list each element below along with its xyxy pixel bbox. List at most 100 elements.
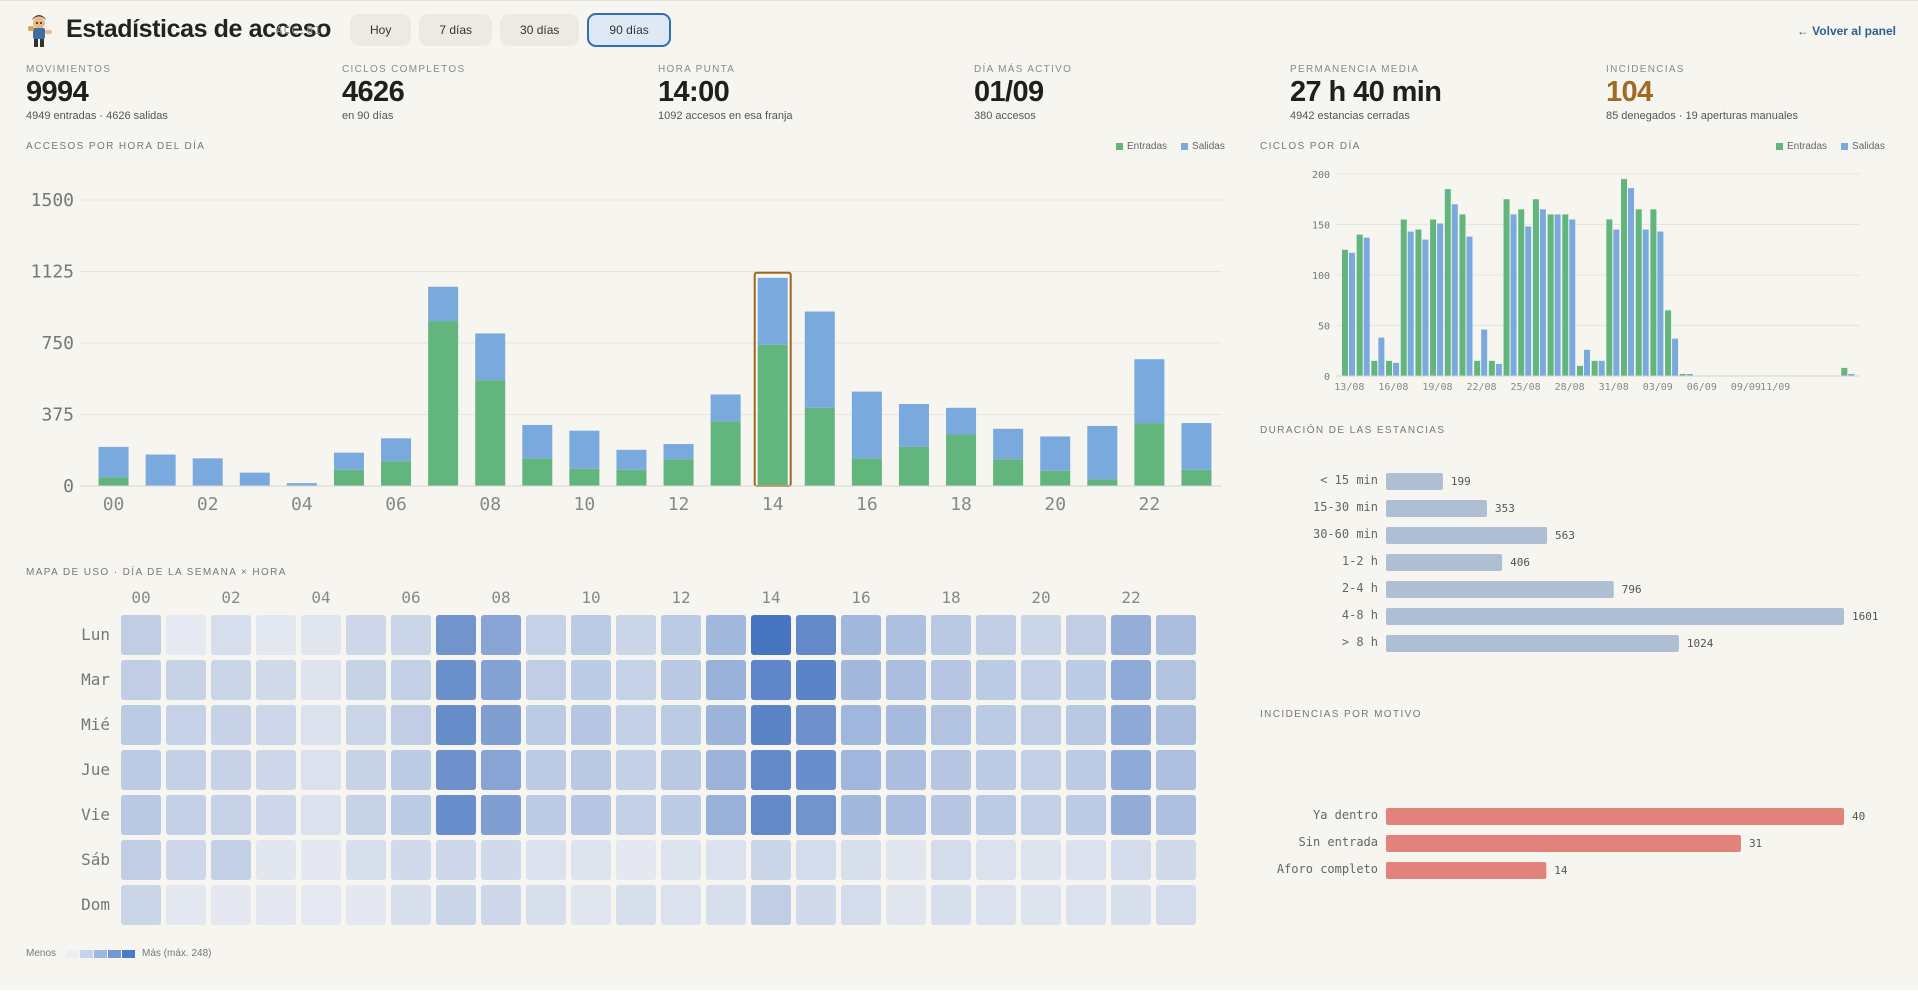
heatmap-cell[interactable] — [706, 750, 746, 790]
heatmap-cell[interactable] — [1156, 705, 1196, 745]
heatmap-cell[interactable] — [1021, 750, 1061, 790]
heatmap-cell[interactable] — [211, 705, 251, 745]
heatmap-cell[interactable] — [346, 840, 386, 880]
heatmap-cell[interactable] — [1021, 795, 1061, 835]
heatmap-cell[interactable] — [886, 795, 926, 835]
tab-90-dias[interactable]: 90 días — [587, 13, 671, 47]
heatmap-cell[interactable] — [301, 885, 341, 925]
heatmap-cell[interactable] — [1156, 660, 1196, 700]
heatmap-cell[interactable] — [256, 750, 296, 790]
heatmap-cell[interactable] — [301, 840, 341, 880]
heatmap-cell[interactable] — [1111, 660, 1151, 700]
heatmap-cell[interactable] — [301, 750, 341, 790]
heatmap-cell[interactable] — [661, 795, 701, 835]
heatmap-cell[interactable] — [346, 750, 386, 790]
heatmap-cell[interactable] — [796, 750, 836, 790]
heatmap-cell[interactable] — [391, 660, 431, 700]
heatmap-cell[interactable] — [1021, 615, 1061, 655]
heatmap-cell[interactable] — [931, 660, 971, 700]
heatmap-cell[interactable] — [346, 660, 386, 700]
heatmap-cell[interactable] — [121, 795, 161, 835]
heatmap-cell[interactable] — [706, 660, 746, 700]
heatmap-cell[interactable] — [751, 660, 791, 700]
heatmap-cell[interactable] — [436, 705, 476, 745]
heatmap-cell[interactable] — [166, 750, 206, 790]
heatmap-cell[interactable] — [1021, 885, 1061, 925]
heatmap-cell[interactable] — [346, 615, 386, 655]
heatmap-cell[interactable] — [796, 660, 836, 700]
heatmap-cell[interactable] — [166, 840, 206, 880]
heatmap-cell[interactable] — [481, 705, 521, 745]
heatmap-cell[interactable] — [616, 840, 656, 880]
heatmap-cell[interactable] — [121, 615, 161, 655]
heatmap-cell[interactable] — [481, 615, 521, 655]
heatmap-cell[interactable] — [256, 885, 296, 925]
heatmap-cell[interactable] — [436, 750, 476, 790]
heatmap-cell[interactable] — [1156, 885, 1196, 925]
heatmap-cell[interactable] — [571, 615, 611, 655]
heatmap-cell[interactable] — [436, 795, 476, 835]
heatmap-cell[interactable] — [211, 615, 251, 655]
heatmap-cell[interactable] — [1111, 705, 1151, 745]
heatmap-cell[interactable] — [1066, 750, 1106, 790]
heatmap-cell[interactable] — [976, 840, 1016, 880]
heatmap-cell[interactable] — [526, 750, 566, 790]
heatmap-cell[interactable] — [211, 750, 251, 790]
heatmap-cell[interactable] — [661, 885, 701, 925]
heatmap-cell[interactable] — [526, 705, 566, 745]
heatmap-cell[interactable] — [301, 705, 341, 745]
heatmap-cell[interactable] — [751, 705, 791, 745]
heatmap-cell[interactable] — [391, 750, 431, 790]
tab-30-dias[interactable]: 30 días — [500, 14, 580, 46]
heatmap-cell[interactable] — [121, 660, 161, 700]
heatmap-cell[interactable] — [571, 840, 611, 880]
heatmap-cell[interactable] — [256, 795, 296, 835]
heatmap-cell[interactable] — [121, 705, 161, 745]
heatmap-cell[interactable] — [976, 885, 1016, 925]
heatmap-cell[interactable] — [346, 885, 386, 925]
heatmap-cell[interactable] — [886, 840, 926, 880]
heatmap-cell[interactable] — [211, 885, 251, 925]
heatmap-cell[interactable] — [931, 615, 971, 655]
heatmap-cell[interactable] — [841, 615, 881, 655]
heatmap-cell[interactable] — [1111, 750, 1151, 790]
heatmap-cell[interactable] — [616, 885, 656, 925]
heatmap-cell[interactable] — [976, 615, 1016, 655]
heatmap-cell[interactable] — [301, 795, 341, 835]
heatmap-cell[interactable] — [256, 840, 296, 880]
heatmap-cell[interactable] — [346, 705, 386, 745]
heatmap-cell[interactable] — [1066, 705, 1106, 745]
heatmap-cell[interactable] — [976, 795, 1016, 835]
heatmap-cell[interactable] — [166, 660, 206, 700]
heatmap-cell[interactable] — [436, 660, 476, 700]
heatmap-cell[interactable] — [391, 885, 431, 925]
heatmap-cell[interactable] — [931, 885, 971, 925]
heatmap-cell[interactable] — [1066, 615, 1106, 655]
heatmap-cell[interactable] — [391, 705, 431, 745]
heatmap-cell[interactable] — [481, 885, 521, 925]
heatmap-cell[interactable] — [481, 750, 521, 790]
heatmap-cell[interactable] — [526, 885, 566, 925]
heatmap-cell[interactable] — [931, 705, 971, 745]
heatmap-cell[interactable] — [616, 705, 656, 745]
heatmap-cell[interactable] — [661, 705, 701, 745]
heatmap-cell[interactable] — [256, 660, 296, 700]
heatmap-cell[interactable] — [931, 750, 971, 790]
heatmap-cell[interactable] — [661, 660, 701, 700]
heatmap-cell[interactable] — [706, 885, 746, 925]
heatmap-cell[interactable] — [841, 885, 881, 925]
back-to-panel-link[interactable]: ← Volver al panel — [1796, 24, 1896, 38]
heatmap-cell[interactable] — [526, 660, 566, 700]
heatmap-cell[interactable] — [1066, 660, 1106, 700]
heatmap-cell[interactable] — [256, 705, 296, 745]
heatmap-cell[interactable] — [796, 615, 836, 655]
heatmap-cell[interactable] — [616, 750, 656, 790]
heatmap-cell[interactable] — [481, 840, 521, 880]
heatmap-cell[interactable] — [346, 795, 386, 835]
heatmap-cell[interactable] — [1156, 615, 1196, 655]
heatmap-cell[interactable] — [1111, 795, 1151, 835]
heatmap-cell[interactable] — [886, 705, 926, 745]
heatmap-cell[interactable] — [751, 615, 791, 655]
heatmap-cell[interactable] — [796, 840, 836, 880]
heatmap-cell[interactable] — [796, 795, 836, 835]
